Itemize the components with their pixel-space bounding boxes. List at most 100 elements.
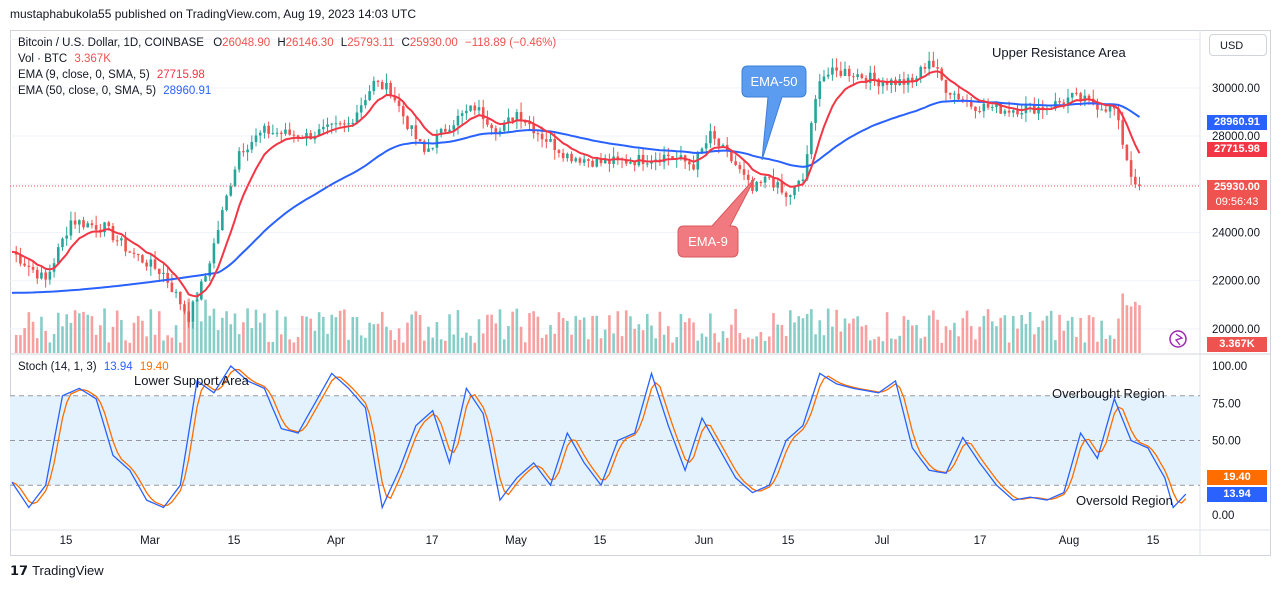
volume-bar: [56, 312, 60, 353]
volume-bar: [624, 310, 628, 353]
candle-body: [343, 123, 346, 125]
candle-body: [452, 125, 456, 130]
ema50-line: [11, 99, 1141, 294]
candle-body: [448, 129, 451, 132]
candle-body: [574, 158, 578, 162]
volume-bar: [1125, 305, 1129, 353]
footer-brand-label: TradingView: [32, 563, 104, 578]
candle-body: [439, 128, 443, 135]
candle-body: [242, 151, 245, 153]
time-axis-label: 15: [594, 535, 607, 547]
volume-bar: [292, 342, 296, 353]
stoch-axis-label: 0.00: [1212, 510, 1234, 522]
volume-bar: [734, 308, 737, 353]
volume-bar: [696, 340, 700, 353]
candle-body: [296, 135, 300, 138]
volume-bar: [111, 326, 115, 353]
volume-bar: [35, 338, 39, 353]
volume-bar: [406, 322, 409, 353]
candle-body: [254, 135, 258, 142]
candle-body: [1138, 184, 1141, 186]
candle-body: [923, 66, 927, 69]
footer-brand[interactable]: 𝟭𝟳 TradingView: [10, 563, 104, 579]
candle-body: [1079, 93, 1082, 102]
legend-ema50-row[interactable]: EMA (50, close, 0, SMA, 5) 28960.91: [18, 83, 211, 99]
volume-bar: [456, 310, 460, 353]
candle-body: [107, 222, 111, 227]
candle-body: [961, 99, 965, 101]
legend-open: 26048.90: [222, 37, 271, 49]
candle-body: [767, 176, 771, 178]
candle-body: [359, 105, 363, 113]
price-axis-label: 22000.00: [1212, 276, 1260, 288]
volume-bar: [351, 317, 355, 353]
volume-bar: [515, 308, 519, 353]
volume-tag: 3.367K: [1207, 337, 1267, 352]
volume-bar: [1129, 306, 1133, 353]
candle-body: [69, 220, 73, 236]
volume-bar: [200, 321, 203, 353]
time-axis-label: 17: [974, 535, 987, 547]
candle-body: [932, 60, 935, 68]
volume-bar: [448, 314, 451, 353]
candle-body: [250, 141, 254, 150]
volume-bar: [709, 313, 712, 353]
candle-body: [540, 133, 544, 140]
candle-body: [717, 138, 721, 147]
volume-bar: [27, 312, 31, 353]
candle-body: [507, 117, 510, 123]
volume-bar: [149, 309, 153, 353]
volume-bar: [603, 329, 607, 353]
volume-bar: [528, 313, 531, 353]
candle-body: [477, 107, 481, 111]
candle-body: [90, 223, 94, 226]
volume-bar: [250, 328, 254, 353]
candle-body: [246, 149, 249, 153]
volume-bar: [1134, 301, 1137, 353]
volume-bar: [279, 334, 283, 353]
volume-bar: [61, 326, 64, 353]
volume-bar: [481, 333, 485, 353]
candle-body: [566, 153, 569, 159]
candle-body: [919, 66, 923, 79]
candle-body: [1125, 144, 1129, 161]
volume-bar: [31, 321, 35, 353]
stoch-d-tag: 19.40: [1207, 470, 1267, 485]
candle-body: [334, 123, 338, 125]
volume-bar: [82, 311, 85, 353]
candle-body: [519, 112, 523, 122]
volume-bar: [742, 339, 746, 353]
candle-body: [431, 147, 435, 149]
legend-ema9-row[interactable]: EMA (9, close, 0, SMA, 5) 27715.98: [18, 67, 205, 83]
volume-bar: [364, 337, 367, 353]
candle-body: [751, 179, 754, 191]
candle-body: [200, 281, 203, 300]
volume-bar: [170, 337, 174, 353]
ema50-price-tag: 28960.91: [1207, 115, 1267, 130]
legend-change: −118.89 (−0.46%): [465, 37, 557, 49]
volume-bar: [69, 322, 73, 353]
volume-bar: [191, 322, 195, 353]
volume-bar: [793, 322, 796, 353]
volume-bar: [582, 317, 586, 353]
legend-ema9-value: 27715.98: [156, 69, 205, 81]
volume-bar: [915, 324, 918, 353]
candle-body: [868, 72, 872, 83]
candle-body: [730, 150, 733, 162]
volume-bar: [212, 308, 216, 353]
candle-body: [35, 269, 39, 279]
volume-bar: [1066, 320, 1070, 353]
publisher-line: mustaphabukola55 published on TradingVie…: [10, 7, 417, 21]
volume-bar: [418, 314, 422, 353]
volume-bar: [578, 319, 582, 353]
currency-button[interactable]: USD: [1209, 34, 1267, 56]
volume-bar: [713, 333, 716, 353]
candle-body: [153, 259, 157, 269]
volume-bar: [852, 318, 855, 353]
legend-stoch-row[interactable]: Stoch (14, 1, 3) 13.94 19.40: [18, 359, 169, 375]
candle-body: [969, 101, 973, 107]
legend-volume-row[interactable]: Vol · BTC 3.367K: [18, 51, 111, 67]
ema9-price-tag: 27715.98: [1207, 142, 1267, 157]
volume-bar: [246, 308, 249, 353]
